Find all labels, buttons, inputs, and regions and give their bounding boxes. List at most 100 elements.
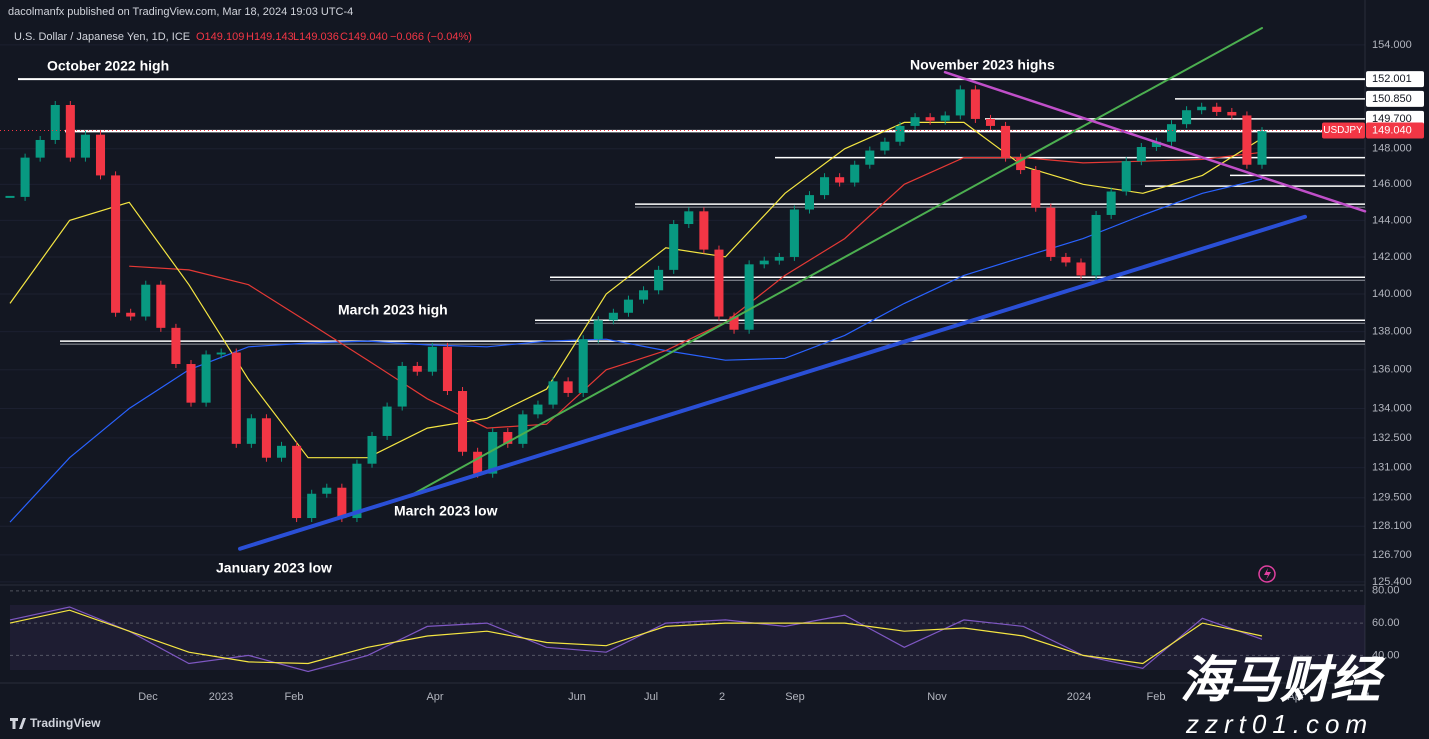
- candle: [804, 195, 814, 210]
- y-tick-label: 142.000: [1372, 251, 1412, 263]
- candle: [231, 352, 241, 444]
- candle: [850, 164, 860, 183]
- rsi-tick-label: 40.00: [1372, 649, 1400, 661]
- x-tick-label: M: [1360, 691, 1369, 703]
- candle: [171, 327, 181, 365]
- candle: [141, 284, 151, 317]
- candle: [261, 418, 271, 458]
- y-tick-label: 125.400: [1372, 576, 1412, 588]
- candle: [95, 134, 106, 176]
- last-price-label: 149.040: [1372, 124, 1412, 136]
- annotation: October 2022 high: [47, 58, 169, 74]
- y-tick-label: 134.000: [1372, 402, 1412, 414]
- candle: [276, 445, 287, 458]
- candle: [789, 209, 799, 257]
- annotation: March 2023 low: [394, 503, 498, 519]
- candle: [970, 89, 980, 119]
- annotation: January 2023 low: [216, 560, 332, 576]
- trendline: [238, 214, 1307, 551]
- candle: [367, 435, 377, 464]
- candle: [1227, 111, 1237, 116]
- candle: [1031, 170, 1041, 208]
- x-tick-label: Apr: [426, 691, 443, 703]
- candle: [307, 493, 317, 519]
- candle: [503, 432, 513, 444]
- candle: [1197, 106, 1207, 111]
- candle: [714, 249, 724, 317]
- change: −0.066 (−0.04%): [390, 31, 472, 43]
- candle: [639, 290, 649, 300]
- x-tick-label: Apr: [1287, 691, 1304, 703]
- x-tick-label: 2023: [209, 691, 233, 703]
- y-tick-label: 129.500: [1372, 492, 1412, 504]
- price-label: 150.850: [1372, 93, 1412, 105]
- x-tick-label: Feb: [1147, 691, 1166, 703]
- candle: [382, 406, 392, 436]
- price-label-box: [1366, 90, 1424, 107]
- price-label: 149.700: [1372, 113, 1412, 125]
- last-price-name: USDJPY: [1323, 125, 1363, 136]
- candle: [292, 445, 302, 519]
- y-tick-label: 136.000: [1372, 364, 1412, 376]
- candle: [1001, 125, 1011, 158]
- y-tick-label: 128.100: [1372, 520, 1412, 532]
- alert-icon[interactable]: [1258, 565, 1276, 583]
- footer-logo: TradingView: [10, 716, 101, 730]
- candle: [458, 391, 468, 452]
- candle: [533, 404, 543, 415]
- y-tick-label: 140.000: [1372, 288, 1412, 300]
- x-tick-label: Feb: [285, 691, 304, 703]
- candle: [578, 339, 588, 393]
- candle: [880, 141, 890, 151]
- candle: [412, 365, 422, 372]
- candle: [1016, 157, 1026, 171]
- candle: [608, 312, 618, 321]
- x-tick-label: Nov: [927, 691, 947, 703]
- candle: [442, 346, 452, 392]
- alert-bolt: [1264, 568, 1271, 580]
- candle: [985, 118, 996, 126]
- candle: [1136, 147, 1146, 162]
- watermark-site: zzrt01.com: [1185, 709, 1373, 739]
- candle: [729, 316, 739, 330]
- candle: [699, 211, 709, 250]
- candle: [50, 105, 60, 140]
- candle: [80, 134, 90, 158]
- candle: [1257, 131, 1267, 165]
- candle: [1182, 110, 1192, 125]
- candle: [759, 260, 769, 265]
- rsi-tick-label: 60.00: [1372, 617, 1400, 629]
- y-tick-label: 154.000: [1372, 39, 1412, 51]
- candle: [1166, 124, 1177, 142]
- candle: [1091, 214, 1101, 276]
- candle: [65, 105, 75, 158]
- watermark-name: 海马财经: [1180, 652, 1386, 708]
- candle: [1076, 262, 1086, 276]
- candle: [744, 264, 754, 330]
- candle: [111, 175, 121, 313]
- candle: [488, 432, 498, 474]
- candle: [1212, 106, 1222, 112]
- candle: [593, 320, 603, 340]
- price-label-box: [1366, 71, 1424, 88]
- candle: [126, 312, 136, 317]
- candle: [156, 284, 166, 328]
- candle: [1151, 141, 1161, 148]
- x-tick-label: 2: [719, 691, 725, 703]
- y-tick-label: 138.000: [1372, 326, 1412, 338]
- candle: [865, 150, 875, 165]
- candle: [940, 115, 950, 121]
- close: C149.040: [340, 31, 388, 43]
- candle: [654, 269, 664, 291]
- symbol: U.S. Dollar / Japanese Yen, 1D, ICE: [14, 31, 190, 43]
- candle: [820, 177, 830, 196]
- annotation: November 2023 highs: [910, 57, 1055, 73]
- candle: [20, 157, 30, 197]
- candle: [548, 381, 558, 405]
- y-tick-label: 144.000: [1372, 214, 1412, 226]
- candle: [1106, 191, 1116, 215]
- high: H149.143: [246, 31, 294, 43]
- y-tick-label: 148.000: [1372, 143, 1412, 155]
